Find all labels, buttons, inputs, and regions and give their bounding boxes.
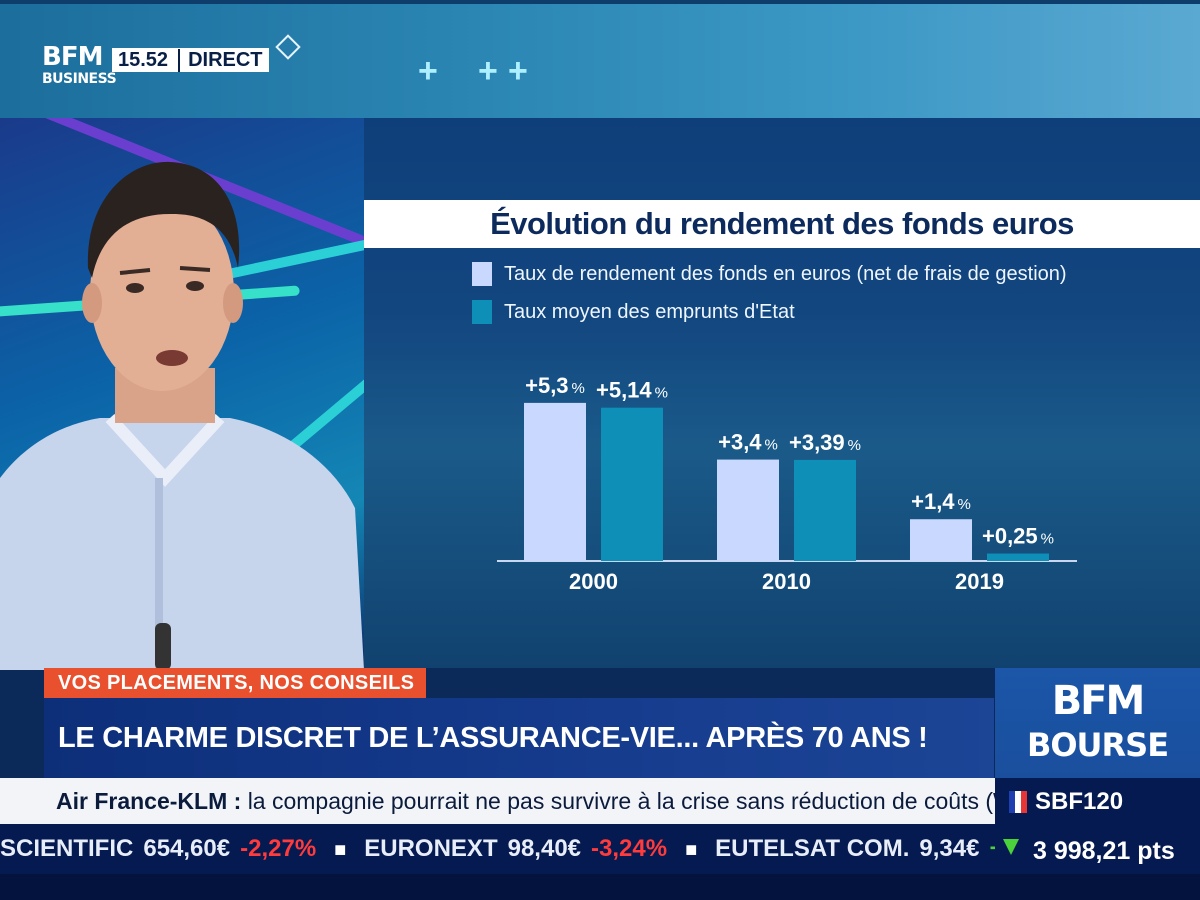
stock-ticker: SCIENTIFIC 654,60€ -2,27% ■ EURONEXT 98,40€ -3…	[0, 824, 995, 874]
index-value: 3 998,21 pts	[1033, 837, 1175, 865]
index-name: SBF120	[1035, 788, 1124, 815]
chart-title-bar: Évolution du rendement des fonds euros	[364, 200, 1200, 248]
logo-line2: BUSINESS	[42, 71, 117, 87]
ticker-price: 9,34€	[919, 835, 980, 862]
bourse-logo-line1: BFM	[1051, 678, 1146, 724]
chart-title: Évolution du rendement des fonds euros	[490, 206, 1074, 241]
logo-line1: BFM	[42, 42, 103, 72]
legend-label: Taux de rendement des fonds en euros (ne…	[504, 262, 1067, 285]
legend-item: Taux moyen des emprunts d'Etat	[472, 300, 795, 324]
legend-swatch	[472, 262, 492, 286]
ticker-name: EURONEXT	[364, 835, 498, 862]
clock-time: 15.52	[118, 48, 181, 72]
ticker-separator: ■	[685, 839, 698, 861]
plus-icon: +	[508, 52, 528, 90]
ticker-change: +4	[989, 835, 995, 862]
data-label: +5,3%	[525, 373, 585, 398]
ticker-change: -2,27%	[240, 835, 317, 862]
bar	[987, 553, 1049, 561]
studio-background	[0, 118, 364, 670]
bar	[794, 459, 856, 561]
headline-bar: LE CHARME DISCRET DE L’ASSURANCE-VIE... …	[44, 698, 994, 778]
data-label: +3,39%	[789, 430, 861, 455]
ticker-price: 654,60€	[143, 835, 231, 862]
top-header-bar: BFM BUSINESS 15.52 DIRECT + + +	[0, 0, 1200, 118]
ticker-item: EURONEXT 98,40€ -3,24%	[364, 835, 667, 862]
bar	[524, 402, 586, 561]
data-label: +0,25%	[982, 524, 1054, 549]
segment-tag: VOS PLACEMENTS, NOS CONSEILS	[44, 668, 427, 698]
bar	[717, 459, 779, 561]
x-tick-label: 2019	[955, 569, 1004, 594]
legend-label: Taux moyen des emprunts d'Etat	[504, 300, 795, 323]
chart-panel: Évolution du rendement des fonds euros T…	[364, 118, 1200, 668]
bfm-business-logo: BFM BUSINESS	[42, 42, 117, 102]
ticker-item: SCIENTIFIC 654,60€ -2,27%	[0, 835, 316, 862]
ticker-price: 98,40€	[507, 835, 582, 862]
plus-icon: +	[418, 52, 438, 90]
bar	[601, 407, 663, 561]
french-flag-icon	[1009, 791, 1027, 813]
bourse-logo-line2: BOURSE	[1026, 726, 1169, 764]
bar	[910, 519, 972, 561]
x-tick-label: 2000	[569, 569, 618, 594]
plus-icon: +	[478, 52, 498, 90]
ticker-separator: ■	[334, 839, 347, 861]
ticker-track: SCIENTIFIC 654,60€ -2,27% ■ EURONEXT 98,40€ -3…	[0, 824, 995, 874]
headline-text: LE CHARME DISCRET DE L’ASSURANCE-VIE... …	[58, 722, 928, 754]
ticker-item: EUTELSAT COM. 9,34€ +4	[715, 835, 995, 862]
live-badge: 15.52 DIRECT	[112, 48, 269, 72]
index-panel	[995, 778, 1200, 874]
legend-item: Taux de rendement des fonds en euros (ne…	[472, 262, 1067, 286]
trend-down-icon	[1003, 839, 1019, 855]
data-label: +3,4%	[718, 430, 778, 455]
bfm-bourse-logo: BFM BOURSE	[995, 668, 1200, 778]
bar-chart: +5,3% +5,14 % 2000 +3,4% +3,39 % 2010 +1,4 % +0,25…	[497, 373, 1077, 594]
ticker-name: SCIENTIFIC	[0, 835, 134, 862]
ticker-change: -3,24%	[591, 835, 668, 862]
breaking-news-bar: Air France-KLM : la compagnie pourrait n…	[0, 778, 1177, 824]
data-label: +5,14%	[596, 378, 668, 403]
ticker-name: EUTELSAT COM.	[715, 835, 910, 862]
x-tick-label: 2010	[762, 569, 811, 594]
live-label: DIRECT	[188, 48, 263, 71]
news-subject: Air France-KLM :	[56, 788, 242, 814]
bottom-strip	[0, 874, 1200, 900]
diamond-icon	[275, 34, 301, 60]
presenter-image	[0, 161, 364, 670]
data-label: +1,4%	[911, 489, 971, 514]
legend-swatch	[472, 300, 492, 324]
